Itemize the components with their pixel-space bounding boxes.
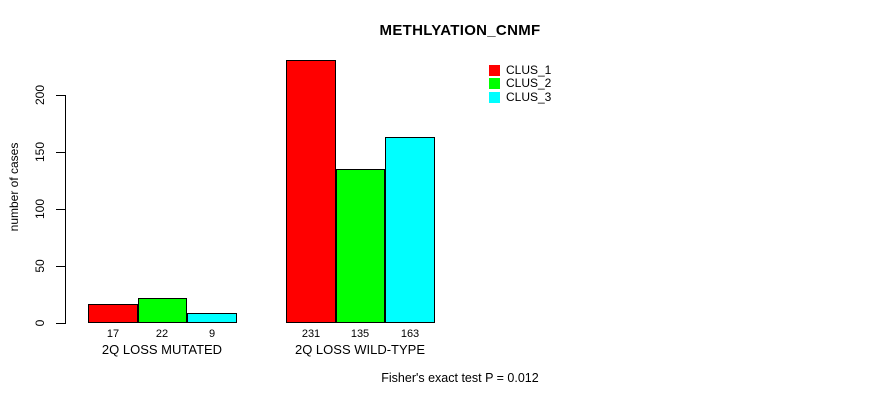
category-label: 2Q LOSS MUTATED <box>101 342 223 357</box>
bar <box>187 313 237 323</box>
y-tick-label: 0 <box>33 319 47 327</box>
bar <box>336 169 385 323</box>
bar-value-label: 22 <box>155 328 169 340</box>
bar <box>138 298 187 323</box>
annotation-text: Fisher's exact test P = 0.012 <box>381 371 539 385</box>
bar-value-label: 17 <box>106 328 120 340</box>
bar-value-label: 231 <box>301 328 321 340</box>
y-axis-line <box>65 95 66 324</box>
legend-swatch <box>489 64 500 76</box>
y-tick <box>56 323 65 324</box>
legend-item: CLUS_2 <box>489 77 551 89</box>
legend-swatch <box>489 77 500 89</box>
legend-label: CLUS_1 <box>506 63 552 77</box>
legend-item: CLUS_3 <box>489 91 551 103</box>
bar-value-label: 135 <box>350 328 370 340</box>
y-tick-label: 100 <box>33 198 47 220</box>
bar <box>286 60 336 323</box>
legend-item: CLUS_1 <box>489 64 551 76</box>
bar <box>88 304 138 323</box>
y-tick <box>56 152 65 153</box>
category-label: 2Q LOSS WILD-TYPE <box>294 342 426 357</box>
legend-label: CLUS_2 <box>506 76 552 90</box>
y-tick <box>56 266 65 267</box>
bar-value-label: 163 <box>400 328 420 340</box>
bar <box>385 137 435 323</box>
y-tick <box>56 209 65 210</box>
chart-title: METHLYATION_CNMF <box>379 22 541 39</box>
y-tick <box>56 95 65 96</box>
y-tick-label: 50 <box>33 259 47 273</box>
bar-value-label: 9 <box>208 328 216 340</box>
legend-label: CLUS_3 <box>506 90 552 104</box>
legend-swatch <box>489 91 500 103</box>
y-tick-label: 200 <box>33 84 47 106</box>
y-axis-label: number of cases <box>7 142 21 232</box>
y-tick-label: 150 <box>33 141 47 163</box>
